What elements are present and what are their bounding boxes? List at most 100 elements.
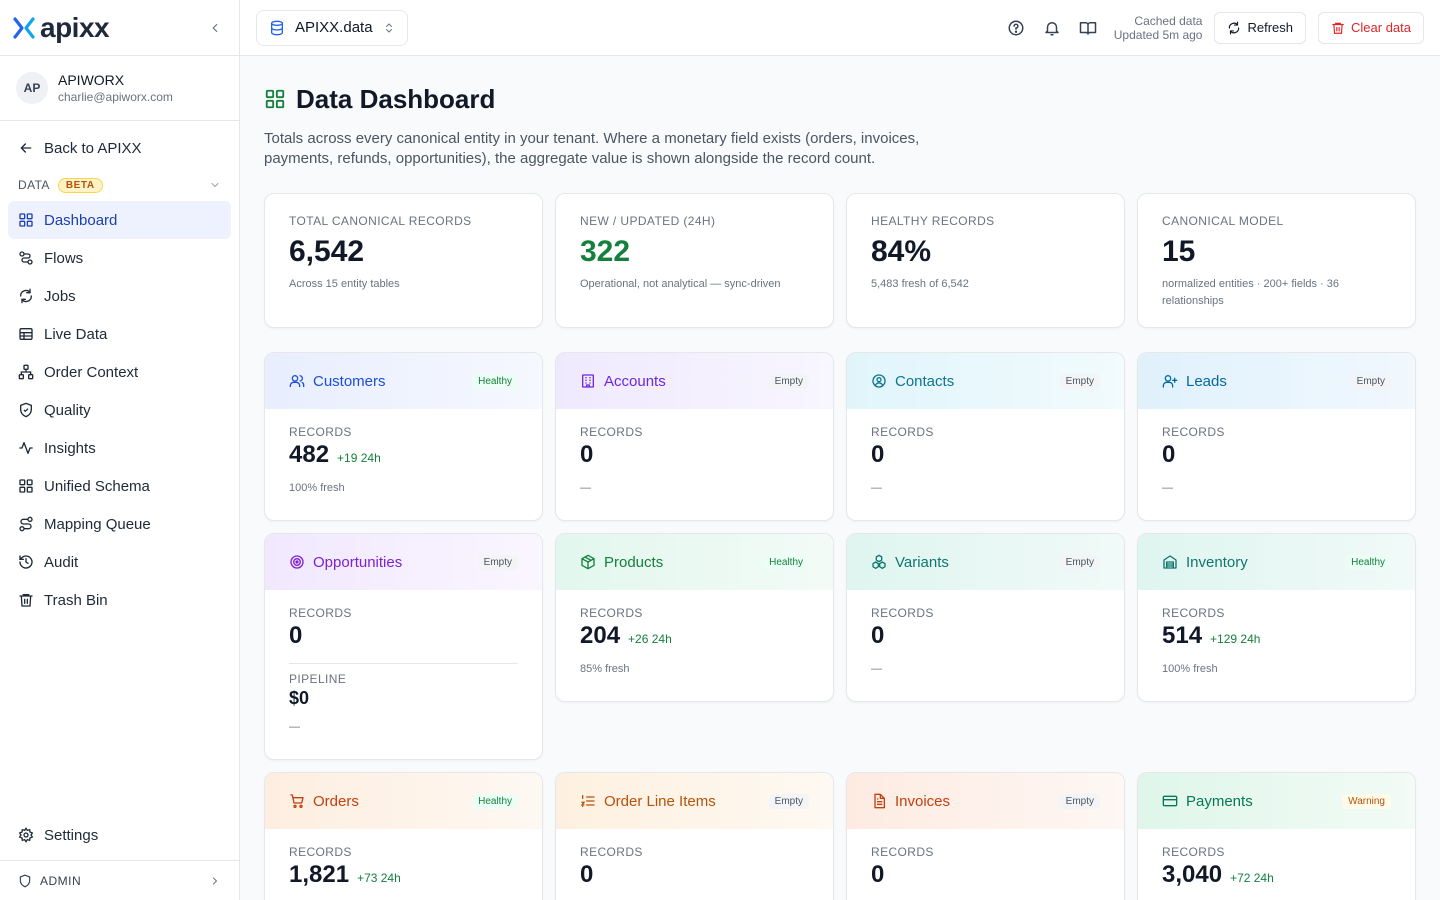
records-value: 3,040: [1162, 861, 1223, 888]
network-icon: [18, 364, 34, 380]
credit-card-icon: [1162, 795, 1178, 807]
entity-grid-commerce: Orders Healthy RECORDS 1,821 +73 24h Ord…: [264, 772, 1416, 900]
refresh-button[interactable]: Refresh: [1214, 11, 1307, 44]
sidebar-item-unified-schema[interactable]: Unified Schema: [8, 467, 231, 505]
topbar: APIXX.data Cached data Updated 5m ago Re…: [240, 0, 1440, 56]
entity-card-payments[interactable]: Payments Warning RECORDS 3,040 +72 24h: [1137, 772, 1416, 900]
avatar: AP: [16, 72, 48, 104]
section-data-header[interactable]: DATA BETA: [8, 169, 231, 201]
stat-label: NEW / UPDATED (24H): [580, 214, 716, 228]
entity-title: Opportunities: [313, 553, 403, 571]
status-badge: Empty: [768, 373, 809, 389]
shield-icon: [19, 874, 31, 887]
sidebar-item-trash-bin[interactable]: Trash Bin: [8, 581, 231, 619]
stat-value: 6,542: [289, 235, 365, 268]
records-label: RECORDS: [871, 606, 934, 620]
user-profile[interactable]: AP APIWORX charlie@apiworx.com: [0, 56, 239, 121]
sidebar-item-mapping-queue[interactable]: Mapping Queue: [8, 505, 231, 543]
freshness-note: —: [1162, 482, 1173, 494]
entity-card-contacts[interactable]: Contacts Empty RECORDS 0 —: [846, 352, 1125, 521]
cache-line-1: Cached data: [1134, 13, 1203, 28]
entity-card-leads[interactable]: Leads Empty RECORDS 0 —: [1137, 352, 1416, 521]
status-badge: Empty: [1059, 554, 1100, 570]
package-icon: [581, 554, 595, 570]
arrow-left-icon: [20, 143, 32, 153]
records-value: 482: [289, 441, 330, 468]
sidebar-item-audit[interactable]: Audit: [8, 543, 231, 581]
activity-icon: [19, 442, 33, 454]
records-label: RECORDS: [580, 606, 643, 620]
entity-title: Accounts: [604, 372, 666, 390]
help-button[interactable]: [1004, 16, 1028, 40]
main-content: Data Dashboard Totals across every canon…: [240, 56, 1440, 900]
trash-icon: [1332, 22, 1344, 34]
boxes-icon: [872, 554, 886, 569]
back-label: Back to APIXX: [44, 139, 142, 157]
sidebar-item-jobs[interactable]: Jobs: [8, 277, 231, 315]
pipeline-label: PIPELINE: [289, 672, 347, 686]
sidebar-item-insights[interactable]: Insights: [8, 429, 231, 467]
sidebar-item-live-data[interactable]: Live Data: [8, 315, 231, 353]
status-badge: Healthy: [763, 554, 809, 570]
brand-logo[interactable]: apixx: [12, 13, 110, 42]
entity-card-customers[interactable]: Customers Healthy RECORDS 482 +19 24h 10…: [264, 352, 543, 521]
user-email: charlie@apiworx.com: [58, 90, 173, 104]
entity-title: Contacts: [895, 372, 955, 390]
sidebar-nav: Back to APIXX DATA BETA Dashboard Flows …: [0, 121, 239, 627]
entity-title: Variants: [895, 553, 949, 571]
records-label: RECORDS: [580, 845, 643, 859]
records-label: RECORDS: [1162, 606, 1225, 620]
notifications-button[interactable]: [1040, 16, 1064, 40]
trash-icon: [19, 594, 33, 607]
clear-data-label: Clear data: [1351, 20, 1411, 35]
entity-card-inventory[interactable]: Inventory Healthy RECORDS 514 +129 24h 1…: [1137, 533, 1416, 702]
back-to-apixx-link[interactable]: Back to APIXX: [8, 129, 231, 167]
table-icon: [19, 328, 33, 340]
grid-icon: [19, 479, 33, 493]
records-value: 0: [871, 622, 885, 649]
entity-card-opportunities[interactable]: Opportunities Empty RECORDS 0 PIPELINE $…: [264, 533, 543, 760]
entity-card-products[interactable]: Products Healthy RECORDS 204 +26 24h 85%…: [555, 533, 834, 702]
stat-value: 322: [580, 235, 631, 268]
user-plus-icon: [1162, 375, 1178, 388]
gear-icon: [18, 827, 34, 843]
docs-button[interactable]: [1076, 16, 1100, 40]
chevrons-up-down-icon: [385, 22, 392, 33]
workspace-selector[interactable]: APIXX.data: [256, 9, 408, 46]
records-value: 0: [1162, 441, 1176, 468]
records-value: 514: [1162, 622, 1203, 649]
page-subtitle: Totals across every canonical entity in …: [264, 130, 920, 167]
workspace-name: APIXX.data: [295, 19, 373, 36]
admin-section[interactable]: ADMIN: [0, 860, 239, 900]
entity-card-orders[interactable]: Orders Healthy RECORDS 1,821 +73 24h: [264, 772, 543, 900]
clear-data-button[interactable]: Clear data: [1318, 11, 1424, 44]
sidebar-item-order-context[interactable]: Order Context: [8, 353, 231, 391]
sidebar-item-flows[interactable]: Flows: [8, 239, 231, 277]
building-icon: [582, 374, 594, 388]
records-value: 0: [871, 861, 885, 888]
entity-title: Products: [604, 553, 664, 571]
records-label: RECORDS: [871, 425, 934, 439]
entity-card-variants[interactable]: Variants Empty RECORDS 0 —: [846, 533, 1125, 702]
entity-card-accounts[interactable]: Accounts Empty RECORDS 0 —: [555, 352, 834, 521]
collapse-sidebar-button[interactable]: [203, 16, 227, 40]
cache-line-2: Updated 5m ago: [1113, 27, 1203, 42]
entity-card-order-line-items[interactable]: Order Line Items Empty RECORDS 0: [555, 772, 834, 900]
sidebar-item-label: Live Data: [44, 325, 108, 343]
entity-card-invoices[interactable]: Invoices Empty RECORDS 0: [846, 772, 1125, 900]
records-label: RECORDS: [289, 606, 352, 620]
target-icon: [290, 555, 304, 569]
status-badge: Empty: [1059, 373, 1100, 389]
status-badge: Empty: [477, 554, 518, 570]
chevron-down-icon[interactable]: [209, 179, 221, 191]
sidebar-item-label: Dashboard: [44, 211, 118, 229]
entity-title: Leads: [1186, 372, 1227, 390]
admin-label: ADMIN: [40, 873, 82, 888]
entity-title: Payments: [1186, 792, 1253, 810]
sidebar-item-settings[interactable]: Settings: [8, 816, 231, 854]
records-delta: +129 24h: [1210, 632, 1261, 646]
sidebar-item-dashboard[interactable]: Dashboard: [8, 201, 231, 239]
chevron-left-icon: [212, 23, 218, 32]
sidebar-item-quality[interactable]: Quality: [8, 391, 231, 429]
book-open-icon: [1079, 21, 1096, 35]
